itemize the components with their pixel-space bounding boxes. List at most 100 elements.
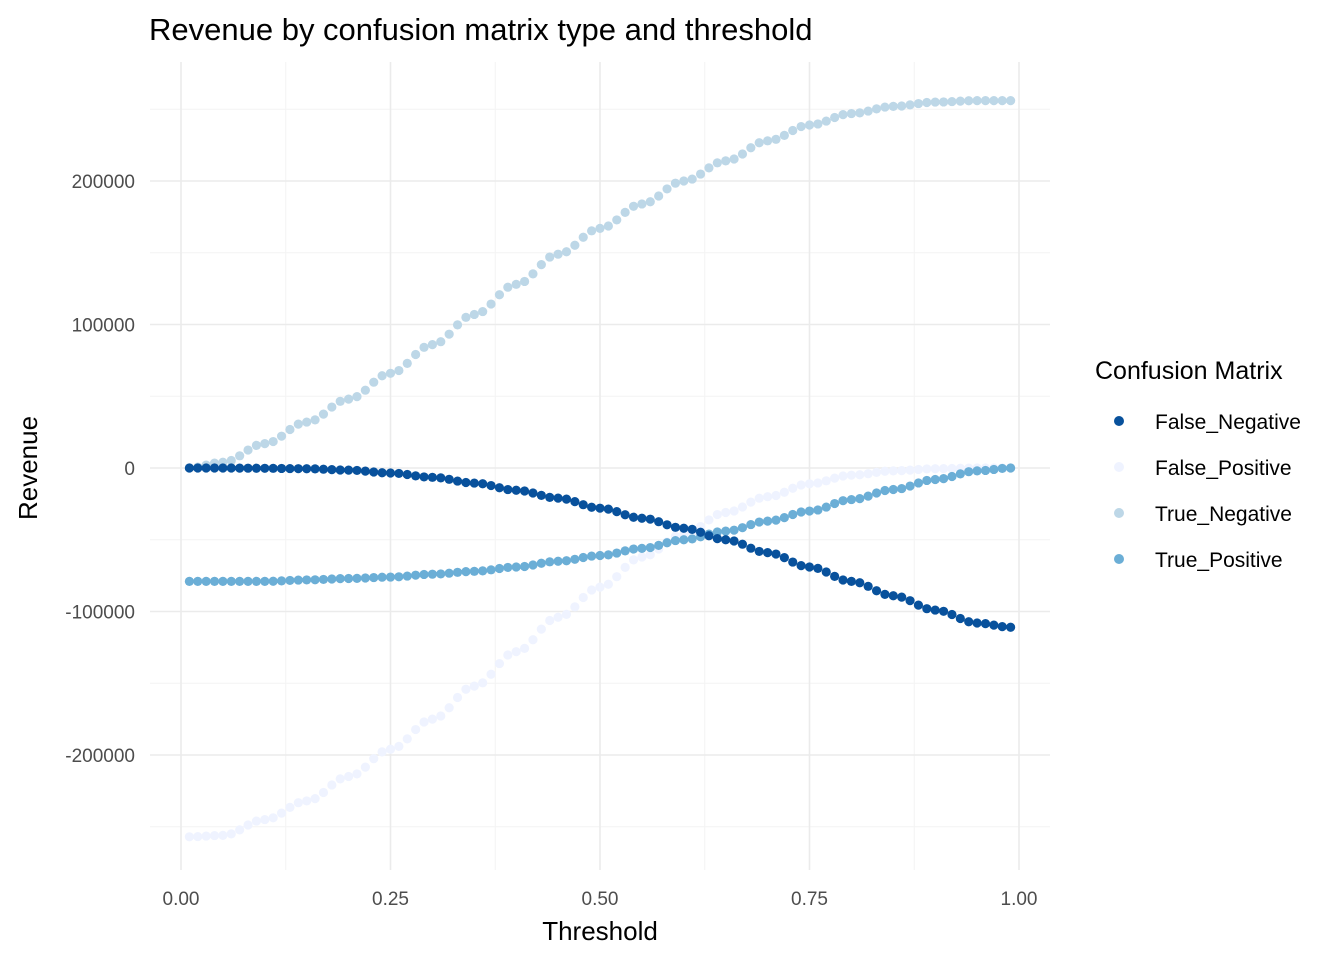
data-point [846, 108, 857, 119]
data-point [771, 490, 781, 501]
data-point [478, 479, 488, 489]
data-point [871, 586, 882, 596]
data-point [603, 550, 613, 560]
data-point [1006, 463, 1016, 473]
data-point [905, 596, 915, 606]
data-point [276, 431, 287, 441]
data-point [251, 576, 262, 586]
data-point [226, 455, 236, 466]
data-point [444, 329, 454, 339]
data-point [561, 609, 572, 619]
data-point [830, 112, 840, 123]
data-point [830, 473, 840, 483]
data-point [880, 102, 890, 112]
data-point [260, 463, 270, 473]
data-point [855, 108, 865, 118]
data-point [260, 814, 270, 825]
data-point [712, 158, 722, 168]
data-point [855, 494, 865, 504]
series-true-positive [184, 463, 1016, 586]
data-point [268, 463, 278, 473]
data-point [469, 478, 479, 488]
data-point [193, 463, 203, 473]
data-point [251, 463, 262, 473]
data-point [394, 741, 404, 751]
data-point [402, 571, 412, 581]
data-point [997, 463, 1007, 474]
data-point [444, 474, 454, 484]
data-point [452, 567, 463, 577]
data-point [595, 223, 605, 233]
y-tick-label: 200000 [72, 172, 135, 193]
data-point [209, 576, 220, 586]
data-point [310, 415, 320, 425]
data-point [989, 96, 999, 106]
data-point [679, 176, 689, 186]
data-point [360, 385, 370, 395]
data-point [377, 371, 387, 381]
data-point [888, 591, 898, 601]
data-point [235, 576, 245, 586]
data-point [469, 681, 479, 691]
data-point [637, 199, 647, 209]
data-point [578, 232, 588, 242]
data-point [821, 476, 831, 486]
data-point [888, 101, 898, 111]
data-point [360, 762, 370, 772]
data-point [763, 492, 773, 502]
data-point [276, 808, 287, 818]
data-point [796, 121, 806, 132]
data-point [980, 96, 991, 106]
data-point [511, 485, 521, 495]
data-point [695, 169, 706, 179]
legend-label: False_Positive [1155, 457, 1292, 480]
data-point [436, 711, 446, 721]
data-point [452, 476, 463, 486]
y-tick-label: 0 [124, 459, 135, 480]
data-point [938, 606, 949, 616]
data-point [612, 507, 622, 517]
data-point [687, 524, 697, 534]
data-point [427, 714, 437, 724]
data-point [905, 465, 915, 475]
data-point [427, 339, 437, 350]
data-point [302, 796, 312, 806]
data-point [997, 622, 1007, 632]
data-point [913, 478, 924, 488]
data-point [704, 163, 714, 173]
data-point [528, 269, 538, 279]
data-point [771, 134, 781, 144]
data-point [553, 556, 563, 566]
data-point [461, 312, 471, 322]
data-point [570, 240, 580, 250]
data-point [578, 592, 588, 603]
data-point [938, 97, 949, 107]
y-tick-label: -200000 [65, 746, 135, 767]
data-point [637, 552, 647, 562]
data-point [385, 468, 396, 478]
data-point [402, 734, 412, 744]
data-point [436, 569, 446, 579]
data-point [327, 574, 337, 584]
data-point [746, 497, 756, 507]
data-point [360, 466, 370, 476]
data-point [461, 566, 471, 577]
data-point [897, 101, 907, 111]
data-point [670, 178, 681, 188]
data-point [947, 463, 957, 474]
data-point [519, 276, 530, 287]
data-point [930, 97, 940, 107]
data-point [553, 249, 563, 259]
x-tick-label: 0.50 [582, 889, 619, 910]
data-point [335, 574, 345, 584]
data-point [628, 201, 639, 211]
data-point [419, 342, 429, 352]
data-point [846, 576, 857, 586]
data-point [704, 515, 714, 525]
data-point [486, 480, 496, 491]
data-point [545, 615, 555, 626]
data-point [871, 467, 882, 477]
data-point [913, 464, 924, 475]
data-point [528, 488, 538, 498]
